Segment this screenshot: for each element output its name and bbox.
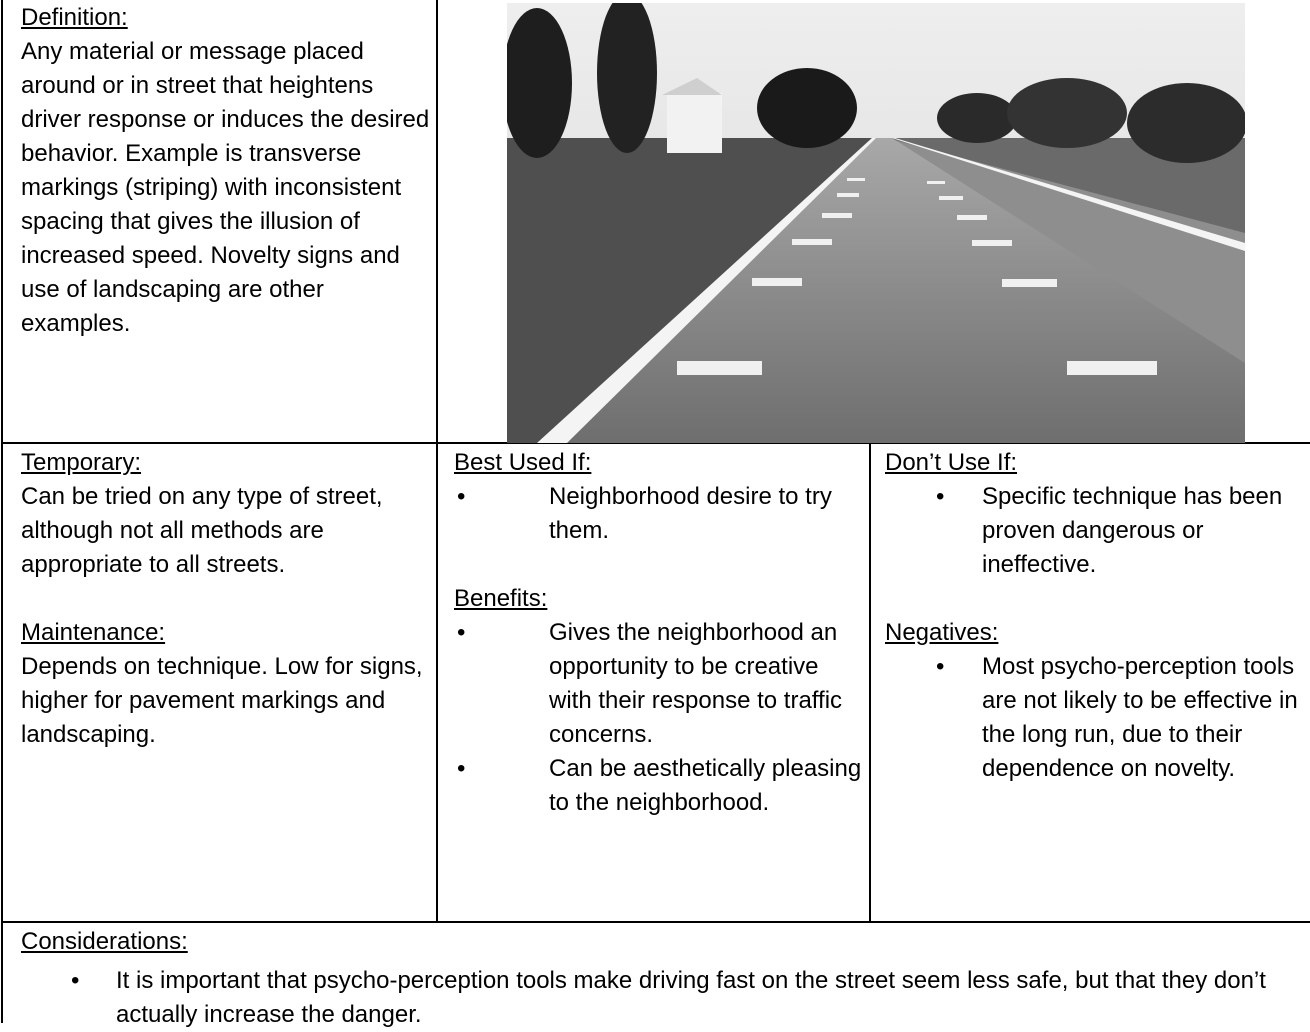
list-item: Neighborhood desire to try them. (437, 480, 865, 548)
text: Any material or message placed around or… (21, 38, 430, 337)
text: Depends on technique. Low for signs, hig… (21, 653, 423, 748)
heading: Temporary: (21, 449, 142, 476)
list-item: Most psycho-perception tools are not lik… (870, 650, 1304, 786)
heading: Maintenance: (21, 619, 166, 646)
list: Most psycho-perception tools are not lik… (870, 650, 1304, 786)
border (436, 0, 438, 922)
text: Can be tried on any type of street, alth… (21, 483, 383, 578)
heading: Benefits: (454, 585, 548, 612)
heading: Negatives: (885, 619, 999, 646)
list-item: Can be aesthetically pleasing to the nei… (437, 752, 865, 820)
list: Gives the neighborhood an opportunity to… (437, 616, 865, 820)
list-item: Gives the neighborhood an opportunity to… (437, 616, 865, 752)
best-used-cell: Best Used If: Neighborhood desire to try… (437, 446, 865, 820)
heading: Considerations: (21, 928, 188, 955)
border (1, 921, 1310, 923)
definition-cell: Definition: Any material or message plac… (21, 1, 435, 341)
list-item: It is important that psycho-perception t… (2, 964, 1297, 1032)
list-item: Specific technique has been proven dange… (870, 480, 1304, 582)
heading: Don’t Use If: (885, 449, 1018, 476)
heading: Best Used If: (454, 449, 592, 476)
list: It is important that psycho-perception t… (2, 964, 1297, 1032)
temporary-cell: Temporary: Can be tried on any type of s… (21, 446, 433, 752)
list: Specific technique has been proven dange… (870, 480, 1304, 582)
border (1, 0, 3, 1023)
border (1, 442, 1310, 444)
road-photo (507, 3, 1245, 443)
dont-use-cell: Don’t Use If: Specific technique has bee… (870, 446, 1304, 786)
considerations-cell: Considerations: It is important that psy… (2, 925, 1297, 1032)
list: Neighborhood desire to try them. (437, 480, 865, 548)
heading: Definition: (21, 4, 128, 31)
